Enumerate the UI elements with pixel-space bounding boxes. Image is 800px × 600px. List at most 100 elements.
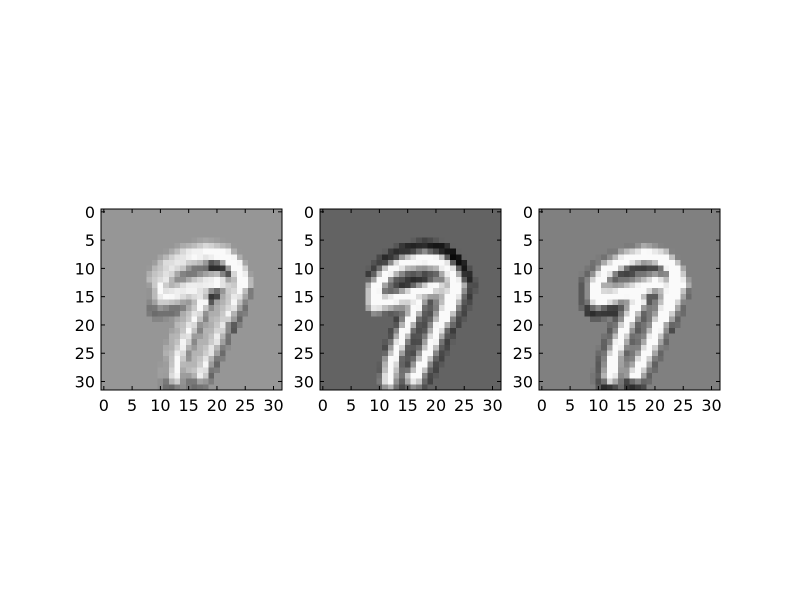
heatmap-cell xyxy=(236,288,244,295)
heatmap-cell xyxy=(680,254,687,261)
heatmap-cell xyxy=(168,271,176,278)
heatmap-cell xyxy=(703,333,710,340)
heatmap-cell xyxy=(117,384,125,391)
heatmap-cell xyxy=(225,384,232,391)
heatmap-cell xyxy=(646,361,653,368)
heatmap-cell xyxy=(427,378,434,385)
heatmap-cell xyxy=(584,344,591,352)
heatmap-cell xyxy=(325,271,332,278)
heatmap-cell xyxy=(572,265,580,272)
heatmap-cell xyxy=(714,356,721,363)
heatmap-cell xyxy=(595,237,602,244)
heatmap-cell xyxy=(248,254,255,261)
heatmap-cell xyxy=(455,356,463,363)
heatmap-cell xyxy=(589,316,597,323)
heatmap-cell xyxy=(635,305,642,312)
heatmap-cell xyxy=(348,305,355,312)
heatmap-cell xyxy=(646,259,653,267)
heatmap-cell xyxy=(640,288,648,295)
heatmap-cell xyxy=(686,209,693,216)
heatmap-cell xyxy=(336,299,344,306)
heatmap-cell xyxy=(376,361,383,368)
heatmap-cell xyxy=(618,316,625,323)
heatmap-cell xyxy=(214,344,221,352)
heatmap-cell xyxy=(455,310,463,318)
heatmap-cell xyxy=(320,344,327,352)
heatmap-cell xyxy=(663,288,670,295)
heatmap-cell xyxy=(669,316,676,323)
heatmap-cell xyxy=(629,327,636,335)
heatmap-cell xyxy=(393,242,400,250)
heatmap-cell xyxy=(208,316,215,323)
heatmap-cell xyxy=(561,361,568,368)
heatmap-cell xyxy=(561,254,568,261)
heatmap-cell xyxy=(191,378,198,385)
heatmap-cell xyxy=(404,339,412,346)
heatmap-cell xyxy=(342,288,349,295)
heatmap-cell xyxy=(163,361,170,368)
heatmap-cell xyxy=(467,271,474,278)
heatmap-cell xyxy=(208,356,215,363)
heatmap-cell xyxy=(112,265,119,272)
heatmap-cell xyxy=(140,293,147,301)
heatmap-cell xyxy=(208,209,215,216)
heatmap-cell xyxy=(276,271,283,278)
heatmap-cell xyxy=(353,356,361,363)
heatmap-cell xyxy=(544,276,551,284)
heatmap-cell xyxy=(572,327,580,335)
heatmap-cell xyxy=(455,350,463,357)
heatmap-cell xyxy=(691,305,698,312)
heatmap-cell xyxy=(539,344,546,352)
heatmap-cell xyxy=(461,271,468,278)
heatmap-cell xyxy=(325,248,332,255)
heatmap-cell xyxy=(202,242,210,250)
heatmap-cell xyxy=(387,299,395,306)
heatmap-cell xyxy=(433,322,440,329)
heatmap-cell xyxy=(416,310,423,318)
heatmap-cell xyxy=(242,316,249,323)
heatmap-cell xyxy=(635,373,642,380)
heatmap-cell xyxy=(202,293,210,301)
heatmap-cell xyxy=(353,316,361,323)
heatmap-cell xyxy=(185,220,193,227)
heatmap-cell xyxy=(359,344,366,352)
heatmap-cell xyxy=(270,259,277,267)
heatmap-cell xyxy=(438,333,446,340)
heatmap-cell xyxy=(225,248,232,255)
heatmap-cell xyxy=(123,237,130,244)
heatmap-cell xyxy=(163,310,170,318)
heatmap-cell xyxy=(325,214,332,221)
heatmap-cell xyxy=(646,344,653,352)
heatmap-cell xyxy=(646,310,653,318)
heatmap-cell xyxy=(376,231,383,238)
heatmap-cell xyxy=(461,367,468,374)
heatmap-cell xyxy=(467,322,474,329)
heatmap-cell xyxy=(544,316,551,323)
heatmap-cell xyxy=(578,288,585,295)
heatmap-cell xyxy=(253,333,260,340)
heatmap-cell xyxy=(404,248,412,255)
heatmap-cell xyxy=(348,214,355,221)
heatmap-cell xyxy=(669,361,676,368)
heatmap-cell xyxy=(544,310,551,318)
heatmap-cell xyxy=(697,333,704,340)
heatmap-cell xyxy=(680,288,687,295)
heatmap-cell xyxy=(404,333,412,340)
heatmap-cell xyxy=(376,322,383,329)
heatmap-cell xyxy=(242,339,249,346)
heatmap-cell xyxy=(669,276,676,284)
heatmap-cell xyxy=(461,237,468,244)
heatmap-cell xyxy=(450,220,457,227)
heatmap-cell xyxy=(427,242,434,250)
heatmap-cell xyxy=(214,322,221,329)
heatmap-cell xyxy=(174,282,181,289)
heatmap-cell xyxy=(117,288,125,295)
heatmap-cell xyxy=(584,242,591,250)
heatmap-cell xyxy=(550,214,557,221)
heatmap-cell xyxy=(129,327,136,335)
heatmap-cell xyxy=(555,378,563,385)
heatmap-cell xyxy=(461,254,468,261)
heatmap-cell xyxy=(623,339,631,346)
heatmap-cell xyxy=(674,310,682,318)
heatmap-cell xyxy=(180,214,187,221)
